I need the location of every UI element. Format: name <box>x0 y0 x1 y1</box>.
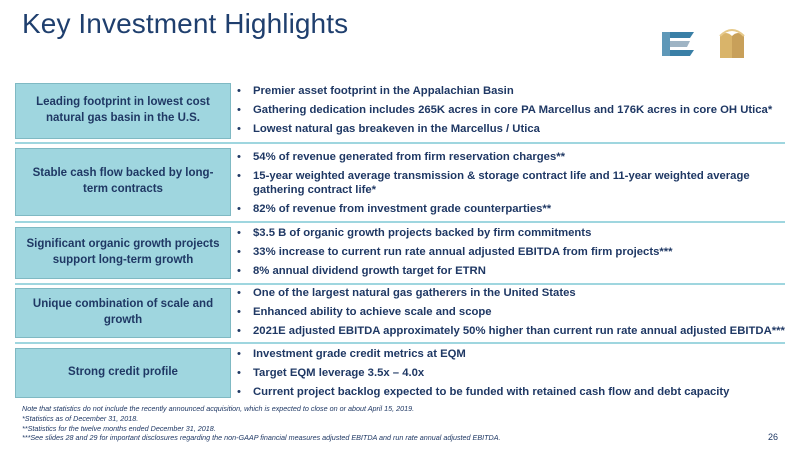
highlight-label: Stable cash flow backed by long-term con… <box>15 148 231 216</box>
footnotes: Note that statistics do not include the … <box>22 404 501 443</box>
bullet-item: One of the largest natural gas gatherers… <box>237 286 785 300</box>
highlight-bullets: Investment grade credit metrics at EQM T… <box>237 347 785 404</box>
page-number: 26 <box>767 432 778 442</box>
highlight-bullets: Premier asset footprint in the Appalachi… <box>237 84 785 141</box>
bullet-item: Current project backlog expected to be f… <box>237 385 785 399</box>
bullet-item: Enhanced ability to achieve scale and sc… <box>237 305 785 319</box>
bullet-item: $3.5 B of organic growth projects backed… <box>237 226 785 240</box>
company-logos <box>662 29 745 58</box>
highlight-label: Strong credit profile <box>15 348 231 398</box>
bullet-item: Target EQM leverage 3.5x – 4.0x <box>237 366 785 380</box>
highlight-label: Significant organic growth projects supp… <box>15 227 231 279</box>
bullet-item: 8% annual dividend growth target for ETR… <box>237 264 785 278</box>
highlight-bullets: 54% of revenue generated from firm reser… <box>237 150 785 221</box>
bullet-item: 33% increase to current run rate annual … <box>237 245 785 259</box>
bullet-item: Gathering dedication includes 265K acres… <box>237 103 785 117</box>
bullet-item: 82% of revenue from investment grade cou… <box>237 202 785 216</box>
highlight-label: Leading footprint in lowest cost natural… <box>15 83 231 139</box>
row-divider <box>15 142 785 144</box>
bullet-item: 54% of revenue generated from firm reser… <box>237 150 785 164</box>
footnote: *Statistics as of December 31, 2018. <box>22 413 139 423</box>
footnote: **Statistics for the twelve months ended… <box>22 423 216 433</box>
footnote: Note that statistics do not include the … <box>22 404 415 413</box>
equitrans-e-logo <box>662 32 694 56</box>
row-divider <box>15 221 785 223</box>
highlight-label: Unique combination of scale and growth <box>15 288 231 338</box>
row-divider <box>15 342 785 344</box>
highlight-bullets: $3.5 B of organic growth projects backed… <box>237 226 785 283</box>
bullet-item: Premier asset footprint in the Appalachi… <box>237 84 785 98</box>
footnote: ***See slides 28 and 29 for important di… <box>22 433 501 443</box>
row-divider <box>15 283 785 285</box>
bullet-item: 15-year weighted average transmission & … <box>237 169 785 197</box>
bullet-item: Investment grade credit metrics at EQM <box>237 347 785 361</box>
eqm-m-logo <box>719 29 745 58</box>
slide-title: Key Investment Highlights <box>22 8 349 39</box>
highlight-bullets: One of the largest natural gas gatherers… <box>237 286 785 343</box>
bullet-item: Lowest natural gas breakeven in the Marc… <box>237 122 785 136</box>
bullet-item: 2021E adjusted EBITDA approximately 50% … <box>237 324 785 338</box>
